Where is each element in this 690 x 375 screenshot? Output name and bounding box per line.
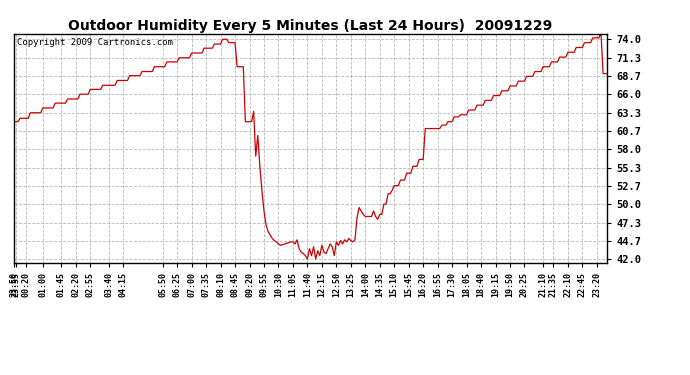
Title: Outdoor Humidity Every 5 Minutes (Last 24 Hours)  20091229: Outdoor Humidity Every 5 Minutes (Last 2… [68, 19, 553, 33]
Text: Copyright 2009 Cartronics.com: Copyright 2009 Cartronics.com [17, 38, 172, 47]
